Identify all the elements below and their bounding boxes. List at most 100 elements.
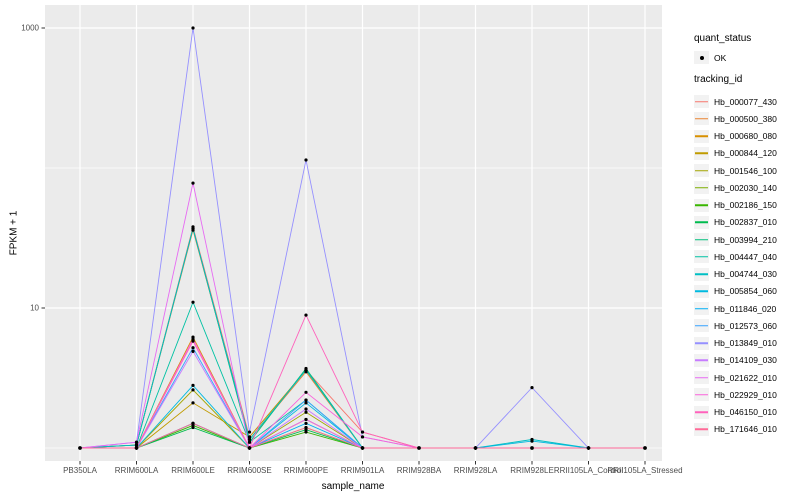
legend-key-box: [694, 146, 709, 160]
legend-item-label: Hb_000500_380: [714, 113, 777, 124]
line-swatch-icon: [695, 411, 708, 413]
legend-item-Hb_021622_010: Hb_021622_010: [694, 369, 777, 386]
legend-item-Hb_002186_150: Hb_002186_150: [694, 197, 777, 214]
x-tick-label: RRII105LA_Stressed: [607, 466, 683, 475]
data-point: [191, 339, 195, 343]
legend-item-Hb_013849_010: Hb_013849_010: [694, 335, 777, 352]
legend-item-label: Hb_004744_030: [714, 269, 777, 280]
legend-item-Hb_046150_010: Hb_046150_010: [694, 404, 777, 421]
legend-item-label: OK: [714, 52, 727, 63]
data-point: [360, 446, 365, 450]
x-tick-label: RRIM928LA: [453, 466, 498, 475]
data-point: [304, 425, 308, 430]
data-point: [134, 443, 139, 447]
legend-tracking-items: Hb_000077_430 Hb_000500_380 Hb_000680_080 H…: [694, 93, 777, 438]
data-point: [247, 430, 252, 434]
data-point: [191, 300, 195, 304]
legend-item-label: Hb_003994_210: [714, 234, 777, 245]
legend-item-label: Hb_002837_010: [714, 217, 777, 228]
legend-item-label: Hb_011846_020: [714, 303, 777, 314]
legend-item-label: Hb_000844_120: [714, 148, 777, 159]
legend-key-box: [694, 233, 709, 247]
data-point: [304, 158, 308, 162]
legend-item-label: Hb_005854_060: [714, 286, 777, 297]
legend-title-quant-status: quant_status: [694, 33, 752, 44]
data-point: [134, 446, 139, 450]
legend-key-box: [694, 388, 709, 402]
data-point: [304, 368, 308, 372]
legend-item-Hb_002030_140: Hb_002030_140: [694, 179, 777, 196]
data-point: [530, 446, 534, 450]
line-swatch-icon: [695, 342, 708, 344]
data-point: [530, 439, 534, 443]
legend-item-Hb_011846_020: Hb_011846_020: [694, 300, 777, 317]
legend-item-Hb_001546_100: Hb_001546_100: [694, 162, 777, 179]
data-point: [191, 388, 195, 392]
legend-item-Hb_000680_080: Hb_000680_080: [694, 128, 777, 145]
line-swatch-icon: [695, 135, 708, 137]
x-tick-label: RRIM928LE: [510, 466, 554, 475]
line-swatch-icon: [695, 204, 708, 206]
legend-item-label: Hb_002186_150: [714, 200, 777, 211]
legend-key-box: [694, 267, 709, 281]
data-point: [304, 421, 308, 425]
y-tick-label: 1000: [21, 23, 39, 33]
y-tick-label: 10: [30, 303, 39, 313]
x-tick-label: RRIM600PE: [283, 466, 329, 475]
line-swatch-icon: [695, 394, 708, 396]
legend-item-label: Hb_002030_140: [714, 182, 777, 193]
data-point: [304, 398, 308, 402]
legend-item-Hb_012573_060: Hb_012573_060: [694, 317, 777, 334]
legend-item-ok: OK: [694, 49, 726, 66]
data-point: [473, 446, 478, 450]
data-point: [191, 181, 195, 185]
legend-key-box: [694, 164, 709, 178]
data-point: [304, 428, 308, 432]
legend-item-Hb_000077_430: Hb_000077_430: [694, 93, 777, 110]
line-swatch-icon: [695, 376, 708, 379]
data-point: [417, 446, 421, 450]
legend-item-Hb_000844_120: Hb_000844_120: [694, 145, 777, 162]
line-swatch-icon: [695, 290, 708, 293]
legend-item-Hb_004447_040: Hb_004447_040: [694, 248, 777, 265]
data-point: [304, 390, 308, 394]
data-point: [247, 446, 252, 450]
legend-item-label: Hb_000680_080: [714, 131, 777, 142]
legend-key-box: [694, 371, 709, 385]
line-swatch-icon: [695, 221, 708, 224]
data-point: [304, 410, 308, 414]
panel-background: [45, 5, 662, 461]
legend-item-label: Hb_014109_030: [714, 355, 777, 366]
data-point: [134, 440, 139, 444]
legend-item-label: Hb_013849_010: [714, 338, 777, 349]
data-point: [247, 437, 252, 442]
legend-key-box: [694, 405, 709, 419]
data-point: [304, 313, 308, 317]
point-marker-icon: [699, 55, 704, 60]
legend-key-box: [694, 284, 709, 298]
legend-item-label: Hb_022929_010: [714, 389, 777, 400]
data-point: [191, 401, 195, 405]
x-tick-label: PB350LA: [63, 466, 97, 475]
legend-item-Hb_022929_010: Hb_022929_010: [694, 386, 777, 403]
legend-item-label: Hb_012573_060: [714, 320, 777, 331]
legend-item-label: Hb_001546_100: [714, 165, 777, 176]
data-point: [191, 425, 195, 430]
x-tick-label: RRII105LA_Control: [553, 466, 624, 475]
line-swatch-icon: [695, 187, 708, 189]
legend-key-box: [694, 422, 709, 436]
legend-key-box: [694, 129, 709, 143]
legend-key-box: [694, 198, 709, 212]
data-point: [191, 26, 195, 30]
data-point: [304, 407, 308, 411]
legend-key-box: [694, 250, 709, 264]
legend-item-Hb_003994_210: Hb_003994_210: [694, 231, 777, 248]
line-swatch-icon: [695, 238, 708, 241]
data-point: [191, 421, 195, 425]
legend-item-Hb_005854_060: Hb_005854_060: [694, 283, 777, 300]
line-swatch-icon: [695, 152, 708, 155]
x-tick-label: RRIM600LE: [171, 466, 215, 475]
legend-key-box: [694, 302, 709, 316]
